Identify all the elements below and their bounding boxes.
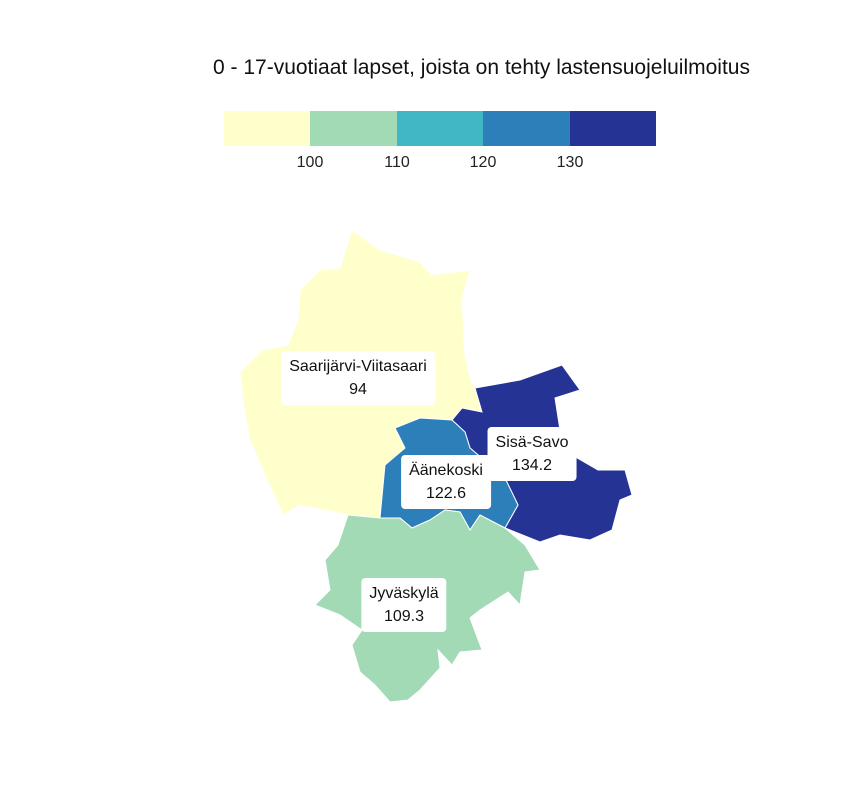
legend-color-bar	[224, 111, 657, 146]
region-label-jyvaskyla: Jyväskylä 109.3	[361, 578, 447, 632]
region-name: Sisä-Savo	[495, 434, 569, 451]
region-value: 109.3	[383, 608, 425, 625]
region-label-saarijarvi-viitasaari: Saarijärvi-Viitasaari 94	[281, 351, 435, 405]
map-title: 0 - 17-vuotiaat lapset, joista on tehty …	[213, 56, 750, 79]
region-value: 94	[349, 381, 367, 398]
legend-swatch	[396, 111, 484, 146]
region-value: 122.6	[425, 485, 467, 502]
region-label-sisa-savo: Sisä-Savo 134.2	[487, 427, 577, 481]
legend-tick: 120	[469, 154, 497, 171]
region-label-aanekoski: Äänekoski 122.6	[401, 455, 491, 509]
legend-swatch	[310, 111, 397, 146]
region-name: Saarijärvi-Viitasaari	[289, 358, 427, 375]
region-name: Äänekoski	[409, 462, 483, 479]
legend-tick: 110	[384, 154, 410, 171]
legend-swatch	[569, 111, 657, 146]
region-name: Jyväskylä	[369, 585, 439, 602]
legend-swatch	[483, 111, 570, 146]
legend-swatch	[224, 111, 311, 146]
region-value: 134.2	[511, 457, 553, 474]
legend-tick: 130	[556, 154, 584, 171]
legend-tick: 100	[296, 154, 324, 171]
